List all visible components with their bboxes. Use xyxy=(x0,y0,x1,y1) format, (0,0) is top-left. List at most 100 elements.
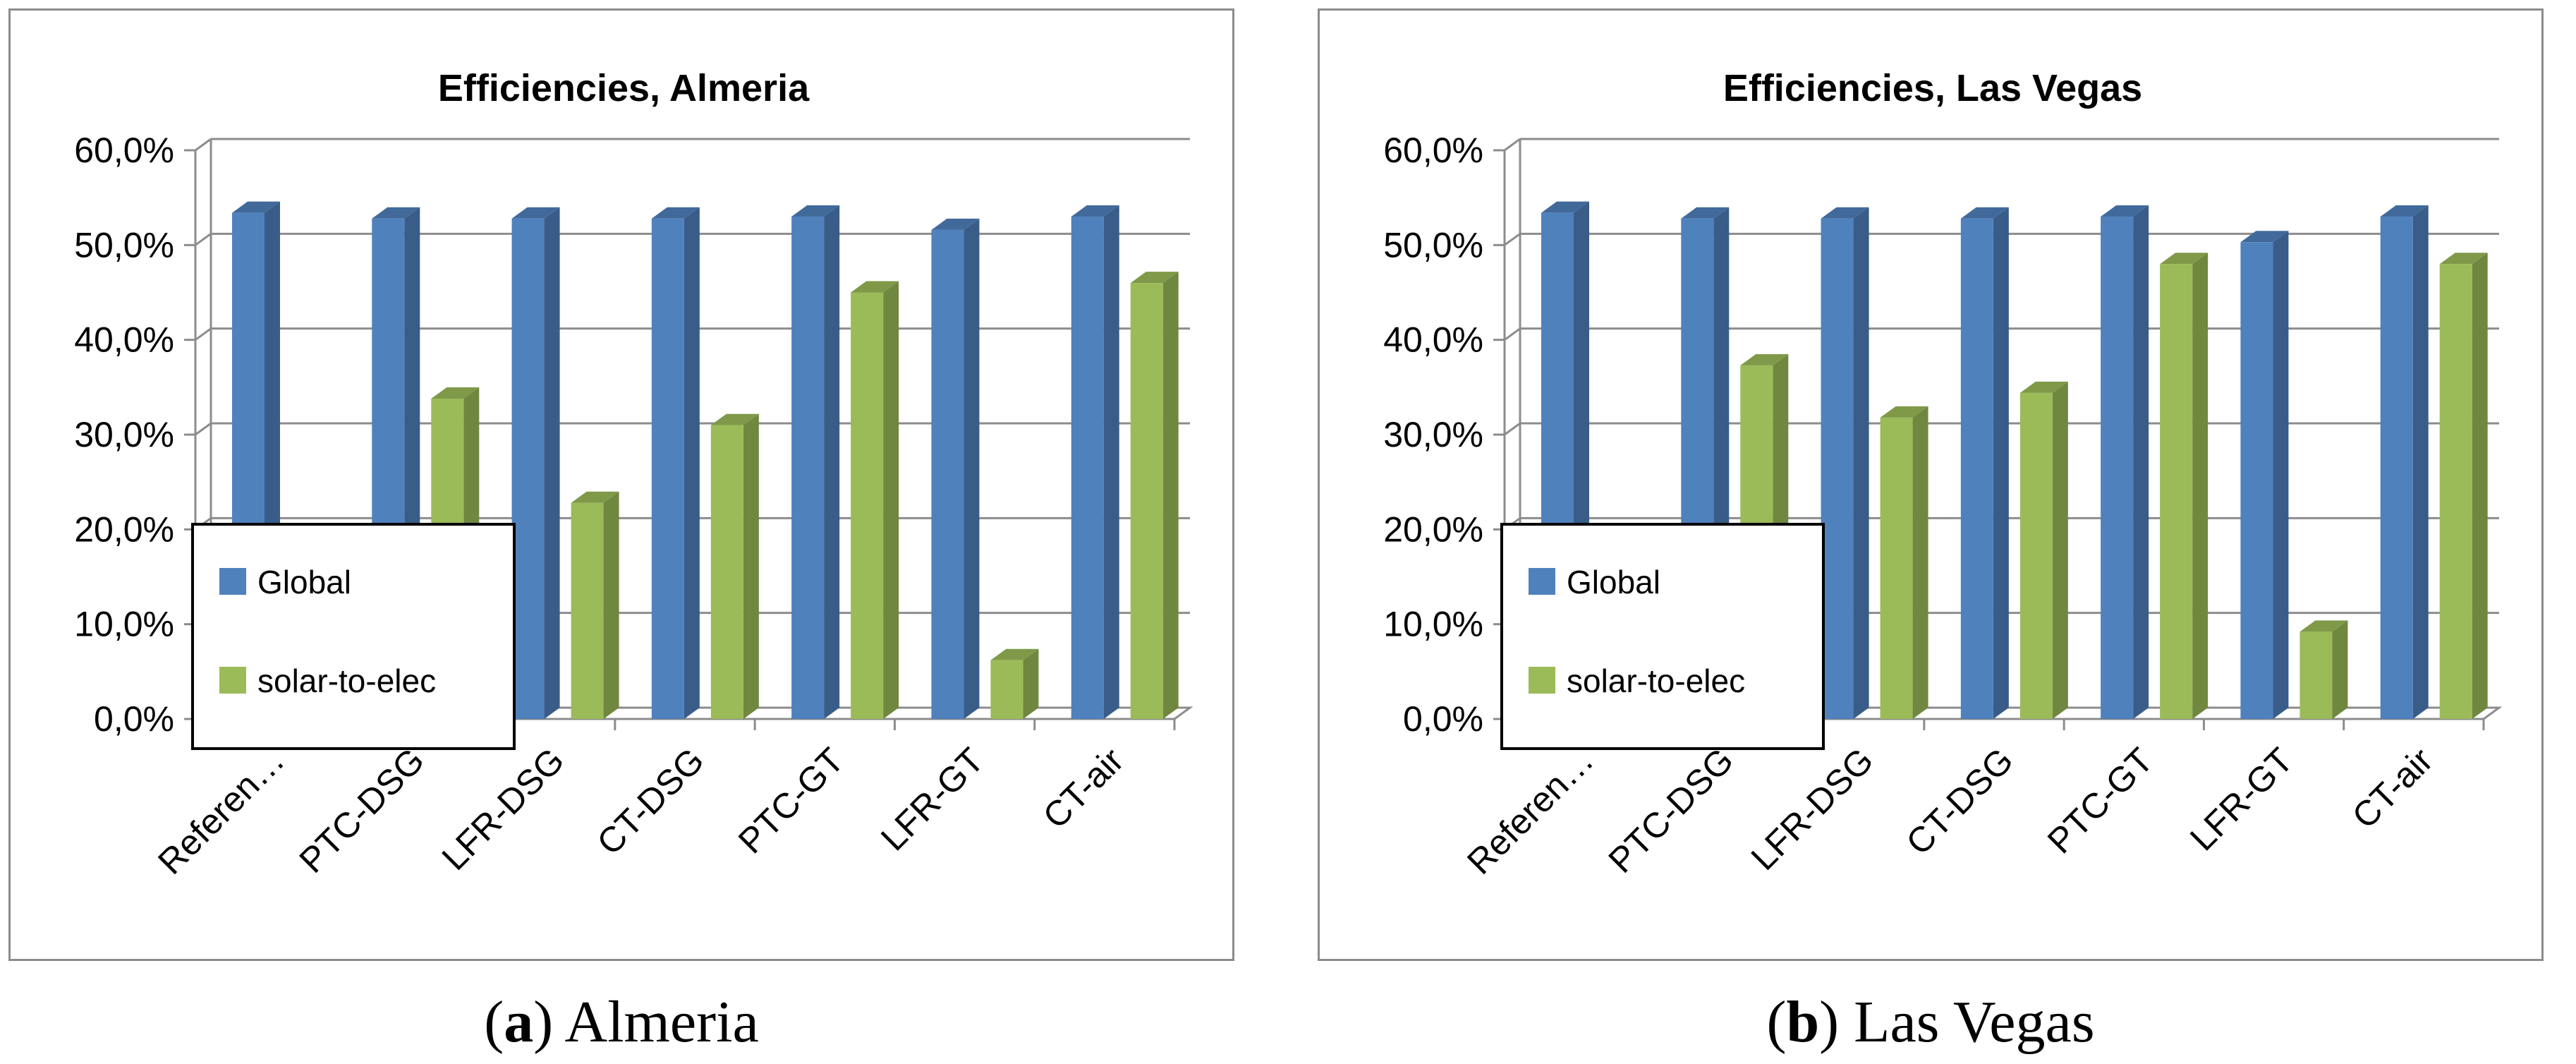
bar-side-solar-to-elec xyxy=(1912,406,1928,719)
legend-label-solar-to-elec: solar-to-elec xyxy=(257,663,436,699)
bar-global xyxy=(1071,217,1104,719)
gridline-depth xyxy=(195,138,212,152)
x-tick-label: CT-air xyxy=(2345,740,2441,836)
bar-solar-to-elec xyxy=(2439,264,2472,719)
x-tick-label: CT-air xyxy=(1035,740,1131,836)
y-tick-label: 20,0% xyxy=(74,509,174,549)
bar-global xyxy=(1960,218,1993,720)
bar-global xyxy=(511,218,545,720)
caption-letter-a: a xyxy=(504,989,534,1055)
bar-top-solar-to-elec xyxy=(710,413,759,425)
legend-swatch-global xyxy=(1529,568,1555,595)
bar-top-global xyxy=(1821,207,1869,219)
bar-side-solar-to-elec xyxy=(2052,381,2068,719)
bar-global xyxy=(2380,217,2413,719)
y-tick-label: 60,0% xyxy=(74,131,174,170)
y-tick-label: 20,0% xyxy=(1383,509,1483,549)
bar-top-global xyxy=(1541,201,1589,213)
x-tick-label: LFR-DSG xyxy=(1744,740,1881,878)
y-tick-label: 40,0% xyxy=(1383,320,1483,360)
bar-side-global xyxy=(1103,205,1119,719)
bar-global xyxy=(931,229,964,720)
gridline-depth xyxy=(1504,138,1521,152)
bar-side-global xyxy=(964,218,980,720)
bar-side-solar-to-elec xyxy=(1162,272,1179,720)
x-tick-label: PTC-DSG xyxy=(1601,740,1742,881)
bar-side-global xyxy=(2133,205,2149,719)
bar-side-solar-to-elec xyxy=(743,413,759,719)
y-tick-label: 0,0% xyxy=(94,699,174,739)
bar-side-solar-to-elec xyxy=(603,491,619,719)
bar-top-global xyxy=(2101,205,2149,217)
bar-solar-to-elec xyxy=(2019,392,2053,719)
gridline-depth xyxy=(195,327,212,341)
gridline-depth xyxy=(195,233,212,246)
bar-side-solar-to-elec xyxy=(2332,620,2348,719)
x-tick-label: CT-DSG xyxy=(590,740,712,862)
gridline-depth xyxy=(1504,233,1521,246)
x-tick-label: PTC-DSG xyxy=(292,740,432,881)
bar-global xyxy=(2240,242,2273,719)
caption-text-las-vegas: Las Vegas xyxy=(1839,989,2095,1055)
chart-title: Efficiencies, Almeria xyxy=(438,67,810,109)
chart-panel-almeria: Efficiencies, Almeria 0,0% 10,0% 20,0% 30,0%… xyxy=(8,8,1234,961)
y-tick-label: 10,0% xyxy=(74,605,174,644)
bar-top-solar-to-elec xyxy=(431,387,480,399)
caption-text-almeria: Almeria xyxy=(553,989,759,1055)
caption-letter-b: b xyxy=(1786,989,1820,1055)
x-tick-label: Referen… xyxy=(150,740,292,882)
bar-top-solar-to-elec xyxy=(2439,253,2488,265)
legend-swatch-solar-to-elec xyxy=(219,667,246,694)
bar-solar-to-elec xyxy=(571,502,604,719)
bar-top-global xyxy=(791,205,840,217)
y-tick-label: 50,0% xyxy=(1383,225,1483,265)
bar-global xyxy=(651,218,684,720)
bar-top-solar-to-elec xyxy=(2160,253,2209,265)
bar-top-solar-to-elec xyxy=(990,648,1039,660)
bar-top-global xyxy=(931,218,980,230)
x-tick-label: PTC-GT xyxy=(731,740,851,861)
bar-global xyxy=(1821,218,1854,720)
bar-top-solar-to-elec xyxy=(1880,406,1928,418)
bar-top-global xyxy=(1681,207,1730,219)
y-tick-label: 50,0% xyxy=(74,225,174,265)
bar-side-solar-to-elec xyxy=(2472,253,2488,719)
bar-global xyxy=(791,217,825,719)
bar-top-solar-to-elec xyxy=(571,491,619,503)
bar-top-solar-to-elec xyxy=(2299,620,2348,632)
bar-solar-to-elec xyxy=(2299,631,2333,719)
caption-las-vegas: (b) Las Vegas xyxy=(1766,989,2095,1055)
gridline-depth xyxy=(195,422,212,436)
bar-top-global xyxy=(651,207,700,219)
bar-solar-to-elec xyxy=(1130,283,1163,720)
bar-top-global xyxy=(1071,205,1119,217)
bar-top-solar-to-elec xyxy=(1740,353,1789,365)
x-tick-label: LFR-GT xyxy=(873,740,991,858)
chart-panel-las-vegas: Efficiencies, Las Vegas 0,0% 10,0% 20,0% 30,… xyxy=(1318,8,2544,961)
bar-global xyxy=(2101,217,2134,719)
bar-top-global xyxy=(2380,205,2429,217)
bar-side-global xyxy=(1853,207,1869,720)
legend-label-global: Global xyxy=(257,564,351,600)
x-tick-label: LFR-GT xyxy=(2182,740,2300,858)
x-tick-label: CT-DSG xyxy=(1899,740,2021,862)
bar-top-solar-to-elec xyxy=(2019,381,2068,393)
legend-label-solar-to-elec: solar-to-elec xyxy=(1567,663,1745,699)
bar-top-solar-to-elec xyxy=(851,281,899,293)
y-tick-label: 30,0% xyxy=(1383,415,1483,454)
y-tick-label: 60,0% xyxy=(1383,131,1483,170)
bar-side-global xyxy=(2412,205,2429,719)
chart-las-vegas: Efficiencies, Las Vegas 0,0% 10,0% 20,0% 30,… xyxy=(1383,67,2503,882)
x-tick-label: LFR-DSG xyxy=(435,740,572,878)
y-tick-label: 30,0% xyxy=(74,415,174,454)
y-tick-label: 10,0% xyxy=(1383,605,1483,644)
x-tick-label: PTC-GT xyxy=(2040,740,2161,861)
legend-swatch-global xyxy=(219,568,246,595)
x-tick-label: Referen… xyxy=(1459,740,1601,882)
legend-box xyxy=(1500,523,1825,750)
bar-side-global xyxy=(2273,231,2289,719)
bar-top-solar-to-elec xyxy=(1130,272,1179,284)
legend-swatch-solar-to-elec xyxy=(1529,667,1555,694)
bar-solar-to-elec xyxy=(2160,264,2193,719)
y-tick-label: 0,0% xyxy=(1403,699,1483,739)
